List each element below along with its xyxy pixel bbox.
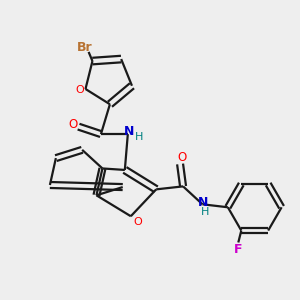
Text: O: O [177, 151, 186, 164]
Text: O: O [133, 217, 142, 226]
Text: H: H [201, 207, 209, 217]
Text: O: O [76, 85, 85, 95]
Text: Br: Br [77, 41, 93, 54]
Text: N: N [198, 196, 208, 209]
Text: F: F [234, 243, 243, 256]
Text: N: N [124, 125, 134, 138]
Text: O: O [68, 118, 77, 131]
Text: H: H [135, 132, 143, 142]
